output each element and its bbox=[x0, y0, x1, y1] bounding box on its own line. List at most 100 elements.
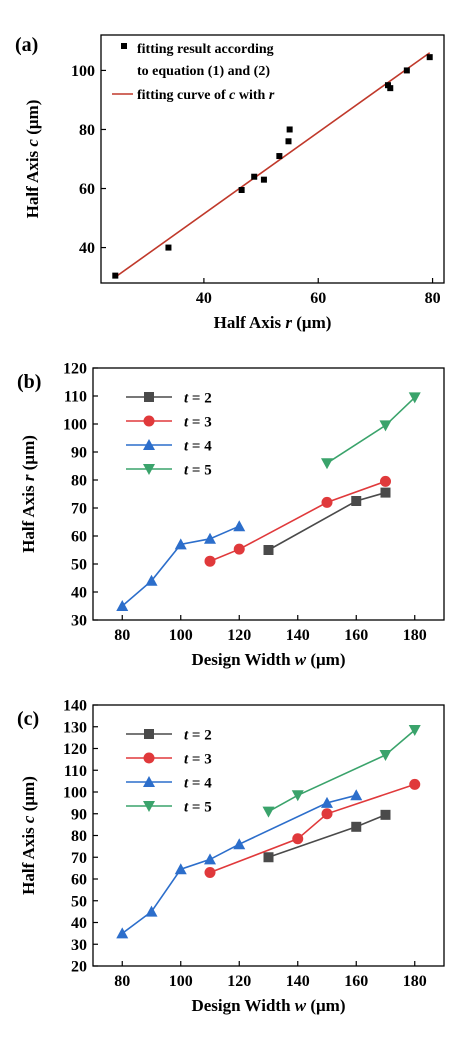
plot-frame bbox=[92, 367, 445, 621]
legend-marker bbox=[143, 752, 155, 764]
legend-value: = 5 bbox=[188, 800, 212, 816]
series-t3 bbox=[204, 778, 421, 878]
legend-label: t = 5 bbox=[184, 463, 212, 479]
y-tick-label: 90 bbox=[71, 445, 87, 462]
x-tick-label: 160 bbox=[344, 627, 368, 644]
data-point bbox=[204, 532, 216, 544]
legend-value: = 2 bbox=[188, 728, 212, 744]
data-point bbox=[276, 153, 283, 160]
y-axis-label-2-unit: (μm) bbox=[19, 776, 38, 815]
legend-value: = 4 bbox=[188, 776, 212, 792]
legend-label: t = 3 bbox=[184, 752, 212, 768]
y-tick-label: 80 bbox=[71, 473, 87, 490]
y-tick-label: 40 bbox=[79, 240, 95, 257]
legend-value: = 4 bbox=[188, 439, 212, 455]
x-axis-label-1: Design Width w (μm) bbox=[191, 650, 345, 669]
y-axis-label-1: Half Axis r (μm) bbox=[19, 435, 38, 553]
data-point bbox=[380, 809, 391, 820]
legend-variable: t bbox=[184, 776, 189, 792]
legend-item-2-0: t = 2 bbox=[126, 728, 212, 744]
x-axis-label-2-text: Design Width bbox=[191, 996, 294, 1015]
data-point bbox=[408, 392, 421, 404]
legend-item-1-3: t = 5 bbox=[126, 463, 212, 479]
series-t2 bbox=[263, 487, 391, 555]
data-point bbox=[174, 538, 187, 550]
y-axis-label-1-text: Half Axis bbox=[19, 481, 38, 553]
y-tick-label: 100 bbox=[71, 63, 95, 80]
y-tick-label: 70 bbox=[71, 501, 87, 518]
data-point bbox=[251, 173, 258, 180]
y-axis-label-0-variable: c bbox=[23, 139, 42, 147]
data-point bbox=[387, 85, 394, 92]
legend-item-2-2: t = 4 bbox=[126, 776, 212, 792]
fit-line bbox=[114, 52, 431, 278]
data-point bbox=[112, 272, 119, 279]
legend-variable: t bbox=[184, 463, 189, 479]
data-point bbox=[321, 496, 333, 508]
legend-variable: r bbox=[269, 88, 275, 103]
y-tick-label: 60 bbox=[71, 529, 87, 546]
x-tick-label: 80 bbox=[114, 973, 130, 990]
legend-label: t = 4 bbox=[184, 439, 212, 455]
data-point bbox=[408, 725, 421, 737]
data-point bbox=[351, 821, 362, 832]
legend-item-1-2: t = 4 bbox=[126, 439, 212, 455]
data-point bbox=[238, 187, 245, 193]
data-point bbox=[165, 244, 172, 251]
x-axis-label-0-unit: (μm) bbox=[292, 313, 331, 332]
data-point bbox=[145, 574, 158, 586]
legend-marker bbox=[143, 801, 155, 812]
y-axis-label-1-variable: r bbox=[19, 474, 38, 481]
data-point bbox=[233, 543, 245, 555]
legend-label: t = 2 bbox=[184, 728, 212, 744]
data-point bbox=[403, 67, 410, 74]
legend-text-part: with bbox=[235, 88, 268, 103]
x-axis-label-2-variable: w bbox=[295, 996, 307, 1015]
legend-label: t = 5 bbox=[184, 800, 212, 816]
legend-marker-points bbox=[121, 43, 127, 49]
legend-item-2-3: t = 5 bbox=[126, 800, 212, 816]
x-tick-label: 80 bbox=[114, 627, 130, 644]
y-tick-label: 120 bbox=[63, 361, 87, 378]
plot-0: 40 60 80 40 60 80 100 bbox=[71, 34, 445, 307]
data-point bbox=[263, 545, 274, 555]
series-t3 bbox=[204, 475, 391, 567]
y-tick-label: 60 bbox=[71, 872, 87, 889]
x-tick-label: 140 bbox=[286, 973, 310, 990]
legend-value: = 3 bbox=[188, 752, 212, 768]
y-tick-label: 70 bbox=[71, 850, 87, 867]
legend-text: to equation (1) and (2) bbox=[137, 64, 270, 79]
legend-label: t = 2 bbox=[184, 391, 212, 407]
x-tick-label: 120 bbox=[227, 973, 251, 990]
y-tick-label: 130 bbox=[63, 719, 87, 736]
data-point bbox=[321, 796, 333, 808]
data-point bbox=[409, 778, 421, 790]
series-line bbox=[326, 396, 416, 464]
plot-1: 80 100 120 140 160 180 30 40 50 60 70 80 90 100 110 120 bbox=[63, 361, 445, 644]
data-point bbox=[291, 790, 304, 802]
legend-marker bbox=[143, 415, 155, 427]
series-line bbox=[209, 783, 416, 874]
y-axis-label-0: Half Axis c (μm) bbox=[23, 100, 42, 219]
data-point bbox=[260, 176, 267, 183]
data-point bbox=[380, 487, 391, 498]
data-point bbox=[204, 866, 216, 878]
x-tick-label: 160 bbox=[344, 973, 368, 990]
data-point bbox=[233, 520, 246, 532]
x-tick-label: 100 bbox=[169, 627, 193, 644]
series-t2 bbox=[263, 809, 391, 863]
legend-item-1-0: t = 2 bbox=[126, 391, 212, 407]
data-point bbox=[262, 806, 275, 818]
legend-marker bbox=[144, 392, 154, 402]
data-point bbox=[145, 905, 158, 917]
legend-label: t = 3 bbox=[184, 415, 212, 431]
y-axis-label-0-text: Half Axis bbox=[23, 147, 42, 219]
legend-variable: t bbox=[184, 752, 189, 768]
panel-label-2: (c) bbox=[17, 708, 39, 730]
y-tick-label: 140 bbox=[63, 698, 87, 715]
legend-value: = 5 bbox=[188, 463, 212, 479]
x-tick-label: 180 bbox=[403, 973, 427, 990]
series-t5 bbox=[321, 392, 421, 470]
panel-label-0: (a) bbox=[15, 34, 38, 56]
